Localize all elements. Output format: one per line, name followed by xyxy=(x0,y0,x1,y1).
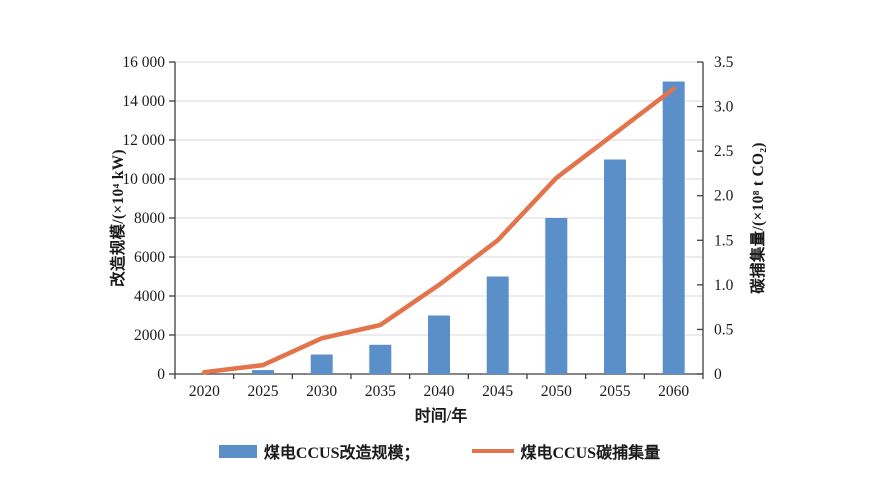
bar-2025 xyxy=(252,370,274,374)
bar-series-swatch xyxy=(218,444,257,458)
svg-text:2030: 2030 xyxy=(306,383,337,400)
svg-text:2050: 2050 xyxy=(541,383,572,400)
svg-text:1.0: 1.0 xyxy=(714,277,734,294)
svg-text:2.5: 2.5 xyxy=(714,143,734,160)
bar-series-label: 煤电CCUS改造规模； xyxy=(263,445,420,462)
bar-2060 xyxy=(662,81,685,374)
svg-text:4000: 4000 xyxy=(134,288,165,305)
svg-text:2055: 2055 xyxy=(600,383,631,400)
bar-2055 xyxy=(604,159,626,374)
svg-text:2025: 2025 xyxy=(248,383,279,400)
legend-item-line-series: 煤电CCUS碳捕集量 xyxy=(471,439,661,463)
legend: 煤电CCUS改造规模； 煤电CCUS碳捕集量 xyxy=(0,439,879,463)
bar-2040 xyxy=(428,315,450,374)
svg-text:2045: 2045 xyxy=(482,383,513,400)
svg-text:1.5: 1.5 xyxy=(714,232,734,249)
svg-text:2035: 2035 xyxy=(365,383,396,400)
svg-text:0.5: 0.5 xyxy=(714,321,734,338)
line-series-label: 煤电CCUS碳捕集量 xyxy=(520,445,661,462)
svg-text:2020: 2020 xyxy=(189,383,220,400)
svg-text:2060: 2060 xyxy=(658,383,689,400)
x-axis-title: 时间/年 xyxy=(414,408,468,425)
line-series xyxy=(202,86,676,375)
svg-text:3.5: 3.5 xyxy=(714,54,734,71)
bar-2035 xyxy=(369,344,392,375)
right-axis-title: 碳捕集量/(×10⁸ t CO₂) xyxy=(750,142,767,294)
svg-text:10 000: 10 000 xyxy=(122,171,165,188)
bar-2045 xyxy=(486,276,509,374)
svg-text:2000: 2000 xyxy=(134,327,165,344)
svg-text:3.0: 3.0 xyxy=(714,99,734,116)
svg-text:16 000: 16 000 xyxy=(122,54,165,71)
svg-text:12 000: 12 000 xyxy=(122,132,165,149)
svg-text:2.0: 2.0 xyxy=(714,188,734,205)
left-axis-title: 改造规模/(×10⁴ kW) xyxy=(110,149,127,287)
svg-text:6000: 6000 xyxy=(134,249,165,266)
line-series-swatch xyxy=(471,448,514,454)
svg-text:2040: 2040 xyxy=(424,383,455,400)
svg-text:0: 0 xyxy=(714,366,722,383)
bar-2030 xyxy=(310,354,333,374)
bar-2050 xyxy=(545,218,568,374)
svg-text:0: 0 xyxy=(157,366,165,383)
svg-text:8000: 8000 xyxy=(134,210,165,227)
legend-item-bar-series: 煤电CCUS改造规模； xyxy=(218,439,420,463)
svg-text:14 000: 14 000 xyxy=(122,93,165,110)
